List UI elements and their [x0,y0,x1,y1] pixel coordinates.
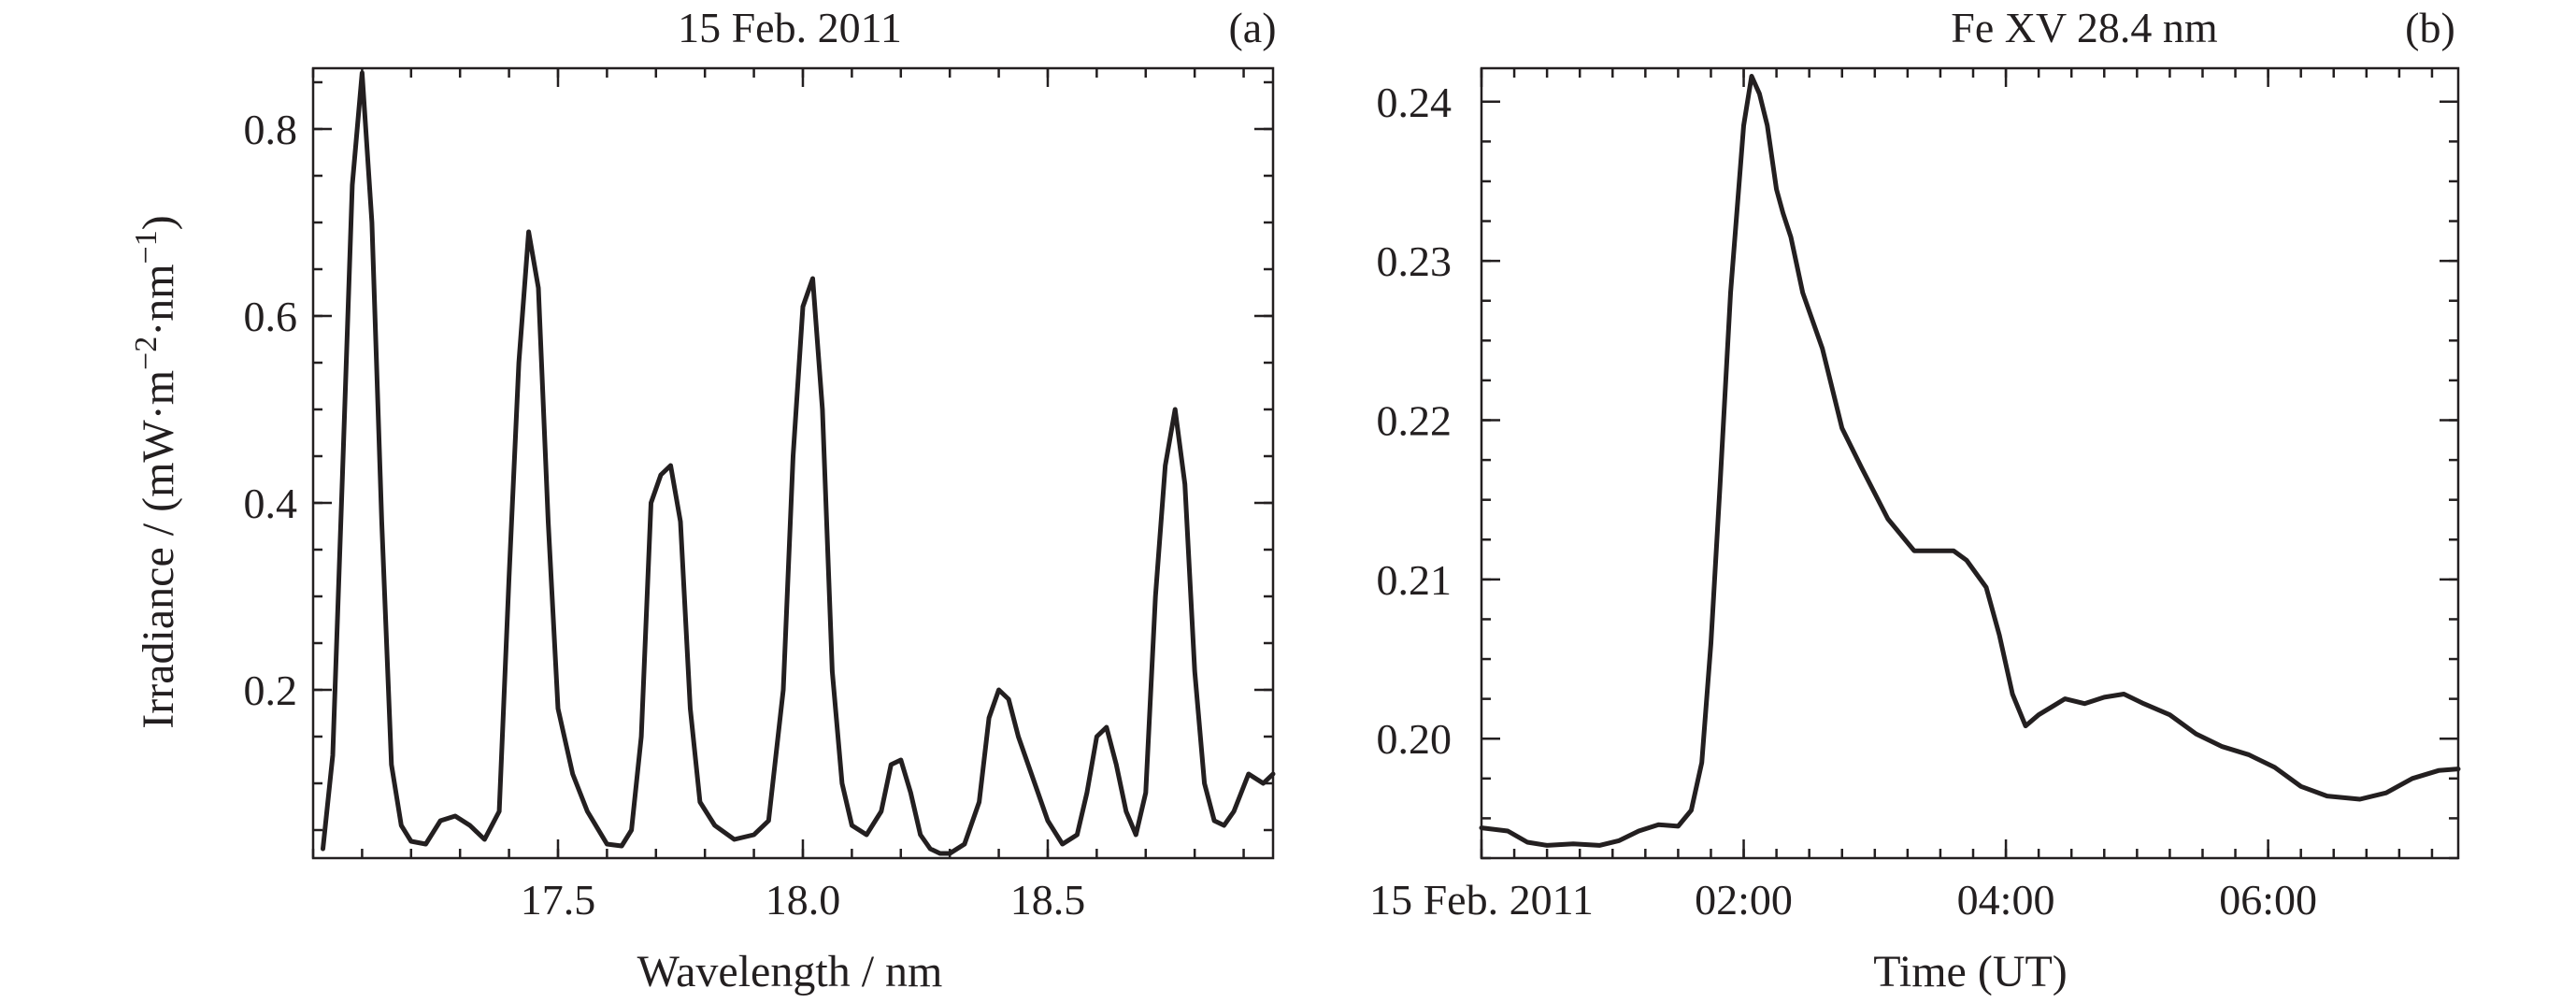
panel-a-ticks [311,68,1273,858]
x-tick-label: 06:00 [2219,876,2317,924]
x-tick-label: 17.5 [521,876,596,924]
ylabel-close: ) [134,215,183,230]
y-tick-label: 0.20 [1377,715,1453,763]
y-tick-label: 0.6 [244,293,298,340]
y-tick-label: 0.23 [1377,237,1453,285]
panel-a-tick-labels: 17.5 18.0 18.5 0.2 0.4 0.6 0.8 [244,106,1086,924]
panel-b-tick-labels: 15 Feb. 2011 02:00 04:00 06:00 0.20 0.21 0.22 0… [1369,79,2317,924]
panel-b-chart: Fe XV 28.4 nm (b) Time (UT) 15 Feb. 2011… [1369,4,2461,996]
x-tick-label: 04:00 [1957,876,2055,924]
panel-a-series-line [321,70,1276,856]
y-tick-label: 0.21 [1377,556,1453,604]
panel-b-ticks [1480,68,2458,860]
x-tick-label: 18.0 [766,876,841,924]
panel-b-x-axis-title: Time (UT) [1873,947,2068,996]
y-tick-label: 0.8 [244,106,298,153]
y-tick-label: 0.4 [244,480,298,527]
x-tick-label: 18.5 [1010,876,1086,924]
panel-b-title: Fe XV 28.4 nm [1951,4,2218,51]
panel-a-chart: 15 Feb. 2011 (a) Wavelength / nm Irradia… [129,4,1277,996]
y-tick-label: 0.2 [244,666,298,714]
ylabel-main: Irradiance / (mW·m [134,370,183,729]
panel-b-series-line [1479,74,2461,848]
y-tick-label: 0.22 [1377,397,1453,445]
panel-a-y-axis-title: Irradiance / (mW·m−2·nm−1) [129,215,184,728]
panel-a-x-axis-title: Wavelength / nm [637,947,943,996]
x-tick-label: 15 Feb. 2011 [1369,876,1594,924]
panel-a-frame [311,66,1275,860]
ylabel-mid: ·nm [134,264,183,336]
panel-b-label: (b) [2405,4,2455,51]
panel-a-label: (a) [1228,4,1276,51]
ylabel-sup-2: −1 [129,230,164,264]
y-tick-label: 0.24 [1377,79,1453,126]
panel-a-title: 15 Feb. 2011 [678,4,902,51]
panel-b-frame [1480,66,2460,860]
ylabel-sup-1: −2 [129,337,164,370]
x-tick-label: 02:00 [1695,876,1793,924]
